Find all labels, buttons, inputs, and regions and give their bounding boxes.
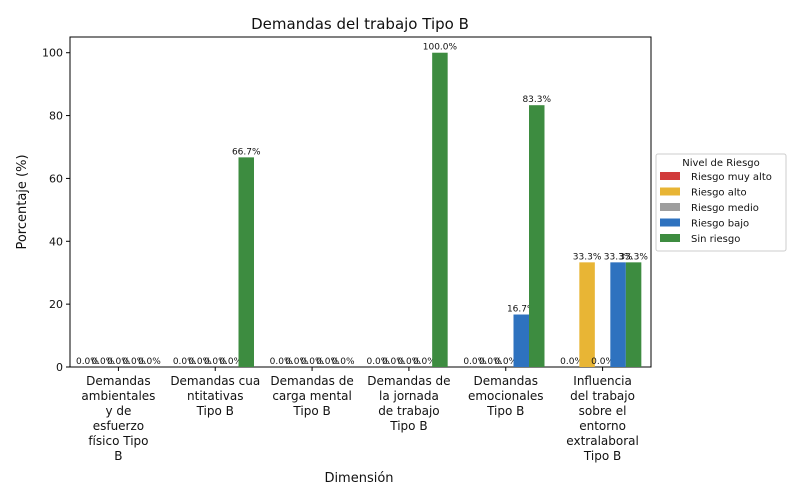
data-label: 0.0% <box>270 357 293 367</box>
legend-label: Riesgo alto <box>691 188 747 199</box>
data-label: 0.0% <box>107 357 130 367</box>
x-tick-label: Demandas emocionales Tipo B <box>468 374 544 418</box>
bar <box>432 52 448 367</box>
legend-swatch <box>660 203 680 211</box>
legend-swatch <box>660 234 680 242</box>
data-label: 0.0% <box>285 357 308 367</box>
data-label: 66.7% <box>232 147 261 157</box>
data-label: 33.3% <box>604 252 633 262</box>
legend: Nivel de Riesgo Riesgo muy alto Riesgo al… <box>655 153 787 252</box>
data-label: 0.0% <box>494 357 517 367</box>
data-label: 0.0% <box>463 357 486 367</box>
legend-swatch <box>660 187 680 196</box>
data-label: 16.7% <box>507 305 536 315</box>
bar <box>625 262 642 367</box>
plot-frame <box>69 36 652 368</box>
legend-label: Riesgo medio <box>691 203 759 214</box>
data-label: 0.0% <box>397 357 420 367</box>
legend-swatch <box>660 172 680 180</box>
data-label: 0.0% <box>138 357 161 367</box>
data-label: 0.0% <box>382 357 405 367</box>
data-label: 0.0% <box>332 357 355 367</box>
y-tick-label: 80 <box>49 110 63 123</box>
data-label: 0.0% <box>91 357 114 367</box>
data-label: 0.0% <box>204 357 227 367</box>
legend-label: Riesgo muy alto <box>691 172 772 183</box>
legend-title: Nivel de Riesgo <box>682 158 760 169</box>
data-label: 0.0% <box>219 357 242 367</box>
data-label: 0.0% <box>76 357 99 367</box>
legend-frame <box>655 153 787 252</box>
data-label: 0.0% <box>591 357 614 367</box>
plot-area: 0 20 40 60 80 100 Demandas ambientales y de esfue… <box>42 36 652 463</box>
y-tick-label: 100 <box>42 47 63 60</box>
chart-title: Demandas del trabajo Tipo B <box>251 15 469 33</box>
data-label: 0.0% <box>413 357 436 367</box>
data-label: 0.0% <box>122 357 145 367</box>
y-axis-label: Porcentaje (%) <box>15 154 30 249</box>
bar <box>513 314 529 367</box>
data-label: 33.3% <box>573 252 602 262</box>
data-label: 33.3% <box>619 252 648 262</box>
y-tick-label: 0 <box>56 361 63 374</box>
data-label: 0.0% <box>366 357 389 367</box>
x-tick-label: Influencia del trabajo sobre el entorno extr… <box>566 374 639 463</box>
data-label: 83.3% <box>522 95 551 105</box>
data-label: 0.0% <box>301 357 324 367</box>
bar <box>529 105 545 367</box>
x-tick-label: Demandas ambientales y de esfuerzo físico Ti… <box>81 374 155 463</box>
x-tick-label: Demandas cua ntitativas Tipo B <box>170 374 260 418</box>
y-tick-label: 40 <box>49 235 63 248</box>
legend-label: Sin riesgo <box>691 234 740 245</box>
data-label: 0.0% <box>479 357 502 367</box>
data-label: 0.0% <box>173 357 196 367</box>
data-label: 0.0% <box>316 357 339 367</box>
data-label: 0.0% <box>188 357 211 367</box>
x-tick-label: Demandas de la jornada de trabajo Tipo B <box>367 374 450 433</box>
legend-swatch <box>660 218 680 227</box>
y-tick-label: 20 <box>49 298 63 311</box>
bar <box>579 262 595 367</box>
bar <box>238 157 254 367</box>
data-label: 100.0% <box>423 43 458 53</box>
data-label: 0.0% <box>560 357 583 367</box>
bar <box>610 262 626 367</box>
x-tick-label: Demandas de carga mental Tipo B <box>270 374 353 418</box>
legend-label: Riesgo bajo <box>691 219 749 230</box>
y-tick-label: 60 <box>49 172 63 185</box>
x-axis-label: Dimensión <box>324 471 393 486</box>
